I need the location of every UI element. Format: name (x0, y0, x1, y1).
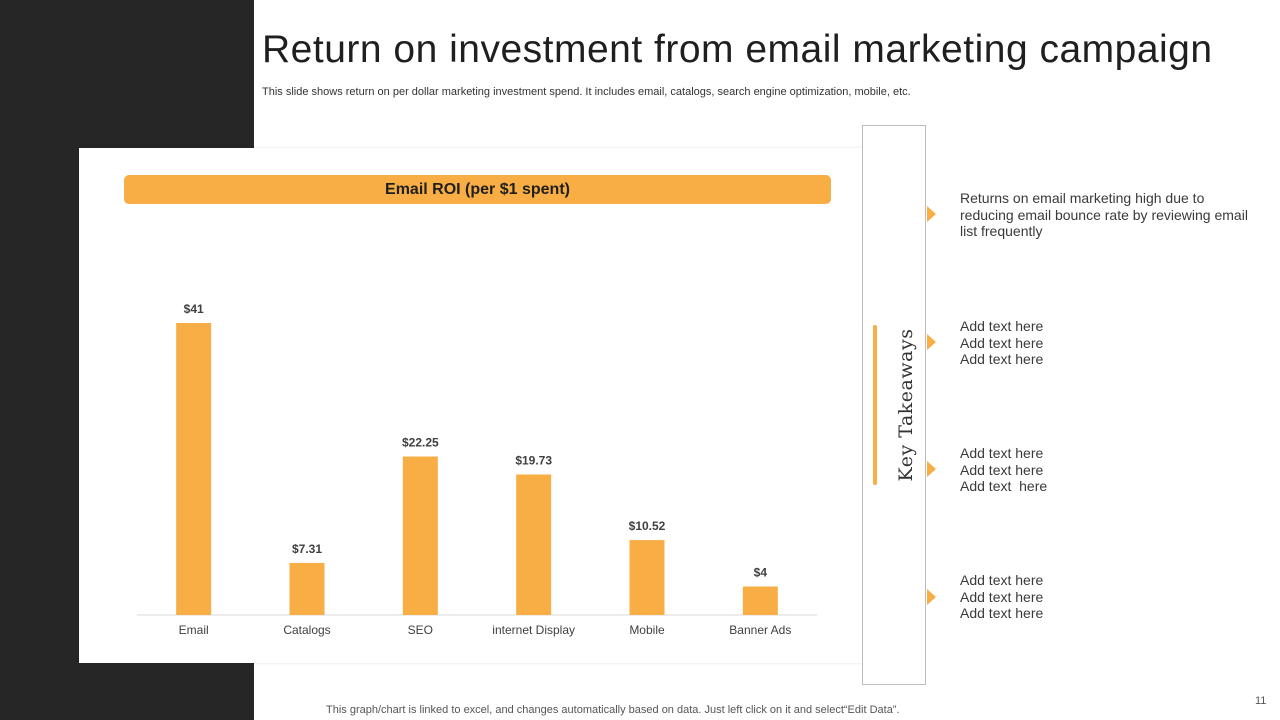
arrow-right-icon (927, 334, 936, 350)
chart-card: Email ROI (per $1 spent) $41 Email $7.31 Ca… (79, 148, 877, 663)
key-takeaways-box (862, 125, 926, 685)
key-takeaways-heading: Key Takeaways (895, 328, 917, 482)
data-label: $4 (754, 566, 768, 580)
x-tick-label: internet Display (492, 623, 575, 637)
data-label: $19.73 (515, 453, 552, 467)
takeaways-accent-bar (873, 325, 877, 485)
x-tick-label: Catalogs (283, 623, 330, 637)
bar-catalogs (289, 562, 325, 615)
data-label: $41 (184, 302, 204, 316)
takeaway-item-1: Returns on email marketing high due to r… (960, 190, 1248, 239)
roi-bar-chart: $41 Email $7.31 Catalogs $22.25 SEO $19.73 inte… (137, 302, 817, 637)
arrow-right-icon (927, 589, 936, 605)
takeaway-item-4: Add text here Add text here Add text her… (960, 572, 1044, 621)
chart-title: Email ROI (per $1 spent) (124, 175, 831, 204)
data-label: $7.31 (292, 542, 322, 556)
bar-banner-ads (742, 586, 778, 615)
data-label: $22.25 (402, 436, 439, 450)
x-tick-label: Banner Ads (729, 623, 791, 637)
slide-subtitle: This slide shows return on per dollar ma… (262, 86, 911, 98)
takeaway-item-3: Add text here Add text here Add text her… (960, 445, 1048, 494)
takeaway-item-2: Add text here Add text here Add text her… (960, 318, 1044, 367)
data-label: $10.52 (629, 519, 666, 533)
bar-internet-display (516, 474, 552, 615)
footer-note: This graph/chart is linked to excel, and… (326, 704, 900, 716)
x-tick-label: Mobile (629, 623, 665, 637)
bar-mobile (629, 540, 665, 615)
x-tick-label: SEO (408, 623, 433, 637)
arrow-right-icon (927, 461, 936, 477)
bar-seo (402, 456, 438, 615)
x-tick-label: Email (179, 623, 209, 637)
page-number: 11 (1255, 695, 1267, 707)
arrow-right-icon (927, 206, 936, 222)
bar-email (176, 323, 212, 615)
slide-title: Return on investment from email marketin… (262, 28, 1213, 71)
